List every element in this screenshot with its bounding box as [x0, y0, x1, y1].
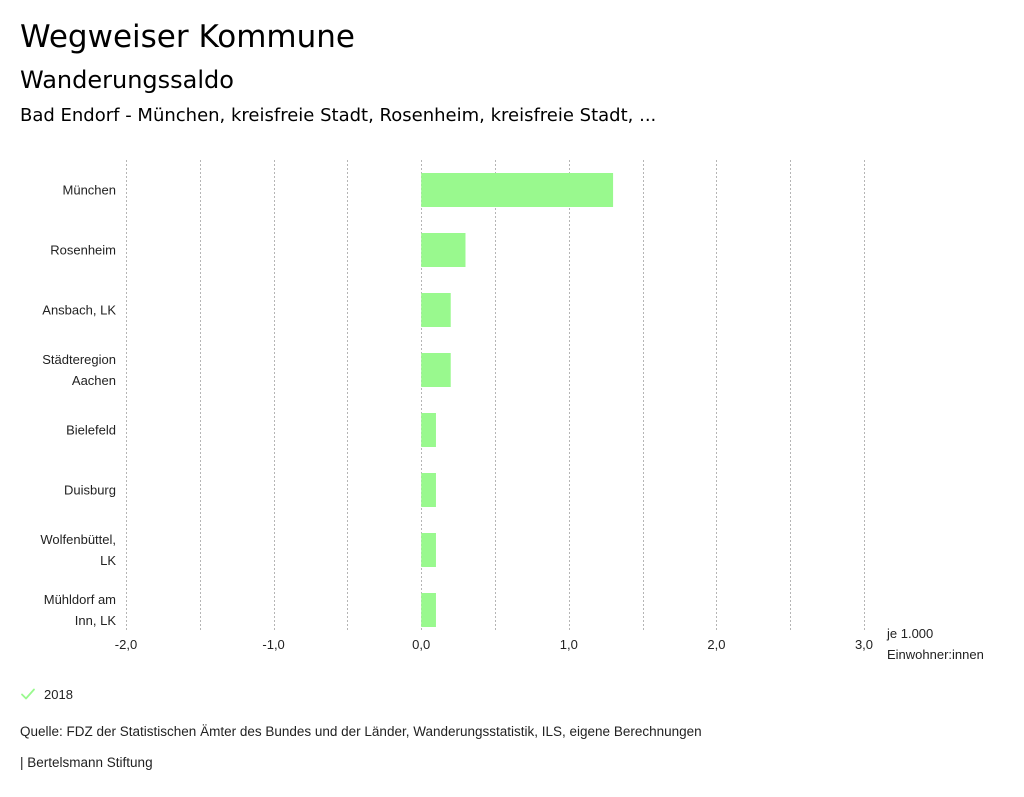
- category-label: Städteregion: [42, 352, 116, 367]
- credits: | Bertelsmann Stiftung: [20, 755, 153, 770]
- category-label: Wolfenbüttel,: [40, 532, 116, 547]
- x-tick-label: 2,0: [707, 637, 725, 652]
- bar: [421, 413, 436, 447]
- bar: [421, 353, 451, 387]
- bar: [421, 533, 436, 567]
- legend: 2018: [20, 684, 73, 704]
- bar-chart: -2,0 -1,0 0,0 1,0 2,0 3,0 je 1.000 Einwohner:in…: [40, 160, 984, 662]
- category-label: Bielefeld: [66, 423, 116, 438]
- category-label: Ansbach, LK: [42, 303, 116, 318]
- bar: [421, 233, 466, 267]
- chart-subtitle: Wanderungssaldo: [20, 66, 234, 94]
- check-icon[interactable]: [20, 686, 36, 702]
- bar: [421, 173, 614, 207]
- bar: [421, 593, 436, 627]
- category-label: Mühldorf am: [44, 592, 116, 607]
- category-label: München: [63, 183, 116, 198]
- legend-item-2018[interactable]: 2018: [44, 686, 73, 702]
- page-title: Wegweiser Kommune: [20, 19, 355, 55]
- x-tick-label: 0,0: [412, 637, 430, 652]
- bar: [421, 473, 436, 507]
- x-tick-label: -2,0: [115, 637, 137, 652]
- category-label: Inn, LK: [75, 613, 117, 628]
- region-selection: Bad Endorf - München, kreisfreie Stadt, …: [20, 105, 657, 126]
- source-note: Quelle: FDZ der Statistischen Ämter des …: [20, 724, 702, 739]
- category-label: Rosenheim: [50, 243, 116, 258]
- bar: [421, 293, 451, 327]
- x-tick-label: 1,0: [560, 637, 578, 652]
- x-unit-label: je 1.000: [886, 626, 933, 641]
- category-label: Aachen: [72, 373, 116, 388]
- category-label: LK: [100, 553, 116, 568]
- x-unit-label: Einwohner:innen: [887, 647, 984, 662]
- x-tick-label: -1,0: [262, 637, 284, 652]
- category-label: Duisburg: [64, 483, 116, 498]
- x-tick-label: 3,0: [855, 637, 873, 652]
